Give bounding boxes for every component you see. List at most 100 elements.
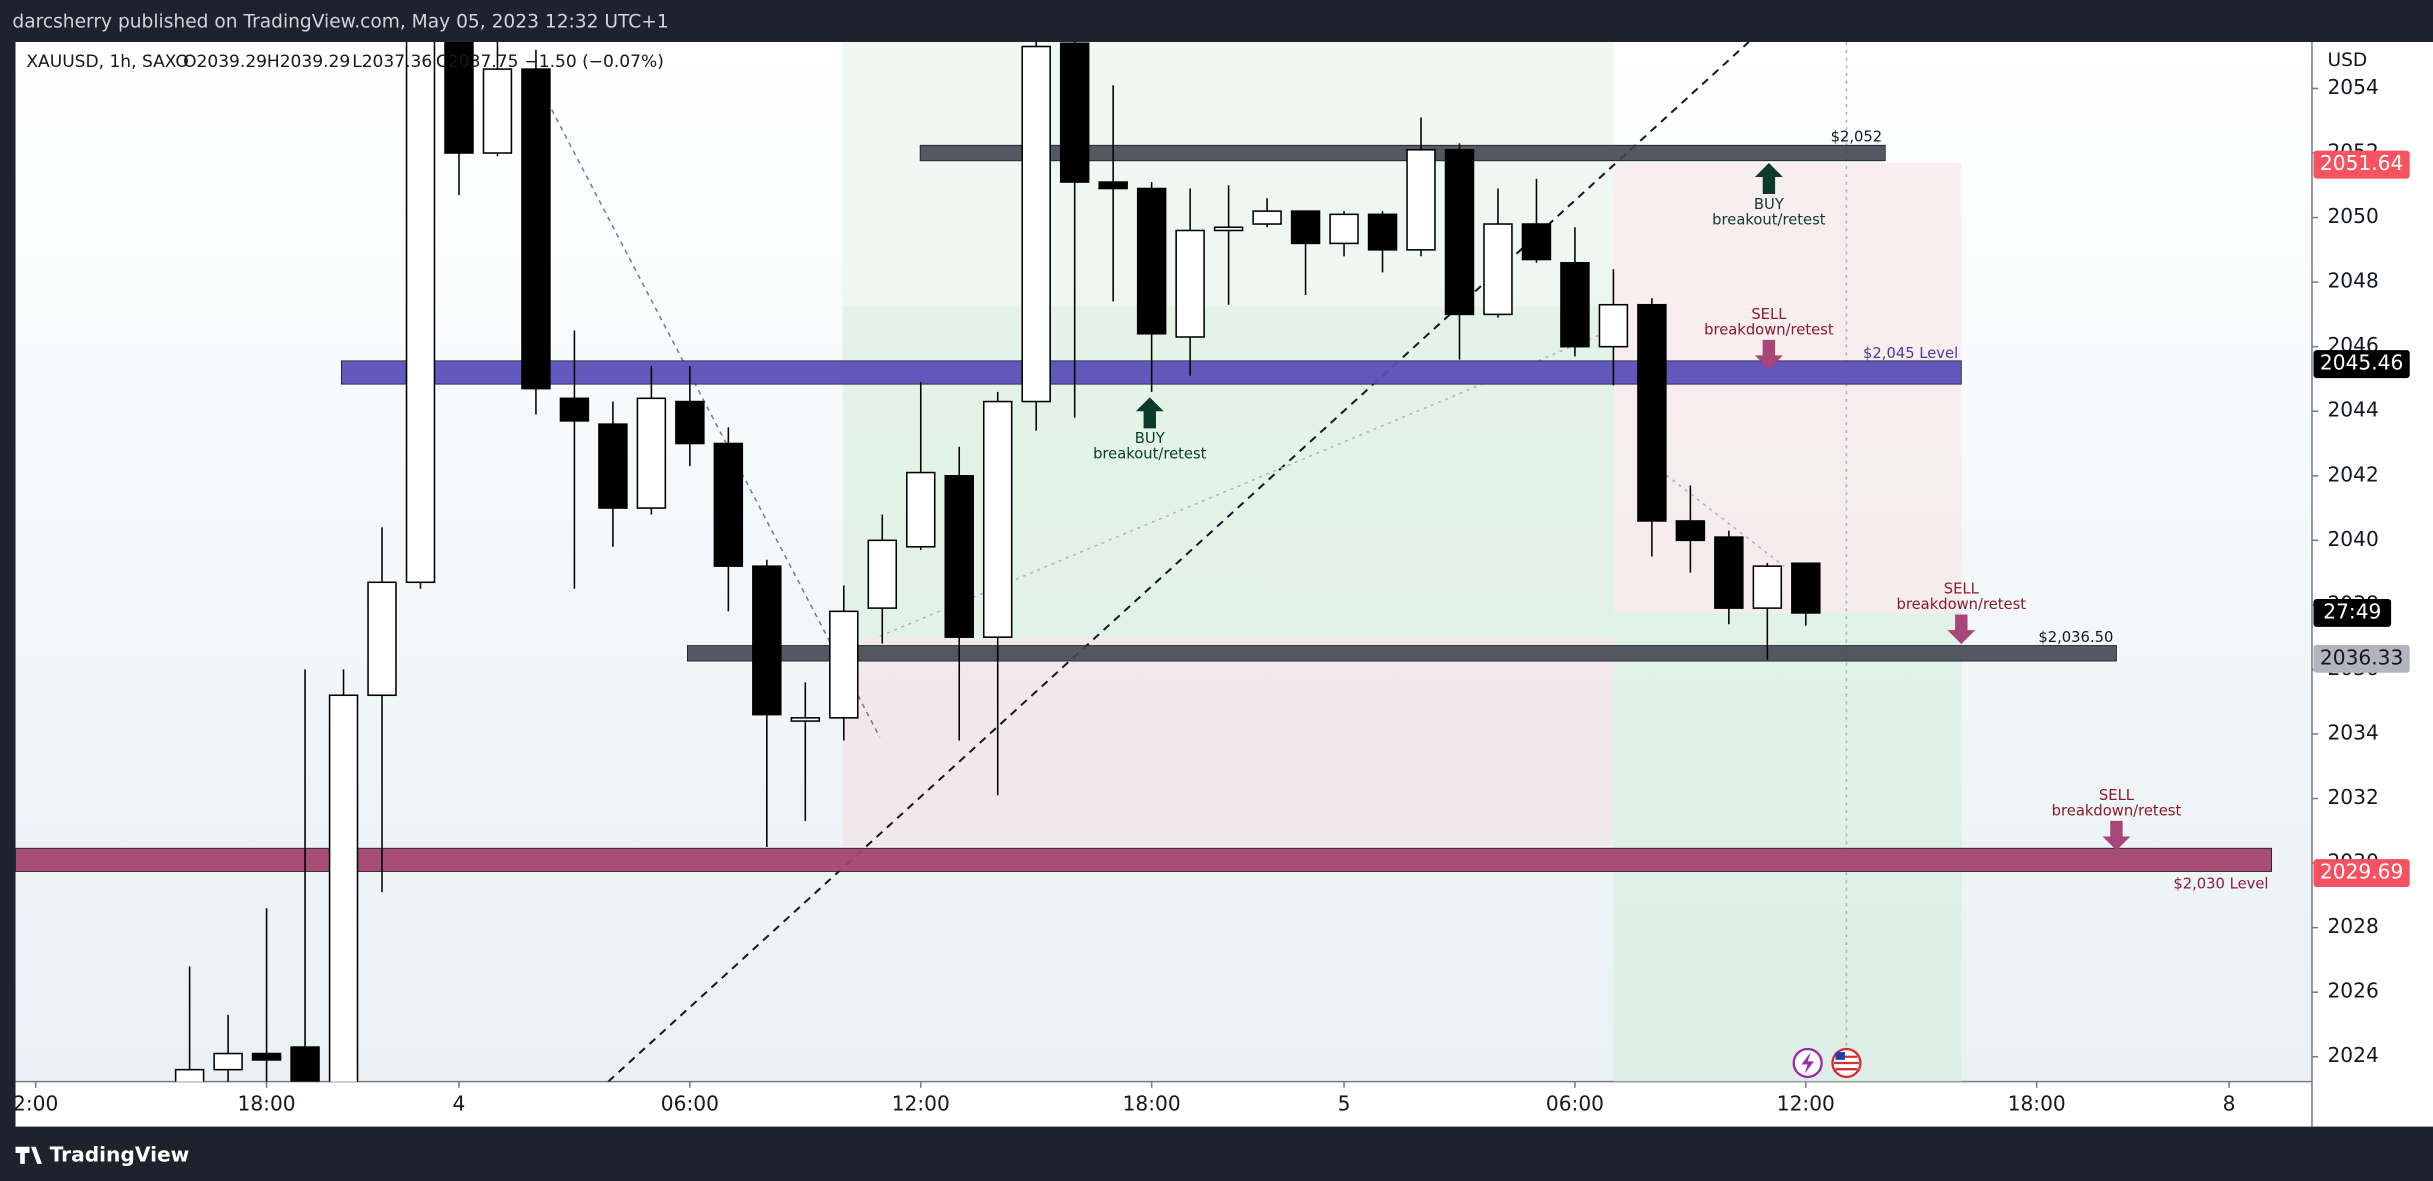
x-axis-background [15,1081,2312,1127]
y-tick-label: 2048 [2327,269,2378,293]
annotation-arrow [1754,339,1783,370]
trend-line [542,92,881,738]
y-tick-label: 2042 [2327,462,2378,486]
position-profit-zone [1613,612,1962,1082]
annotation-arrow [2102,820,2131,851]
footer-brand[interactable]: TradingView [50,1143,190,1167]
candle-body [1714,536,1744,609]
candle-body [367,581,397,697]
x-tick-label: 8 [2223,1091,2236,1115]
event-icon-glyph [1801,1052,1814,1074]
y-tick-label: 2040 [2327,527,2378,551]
level-label: $2,030 Level [2173,876,2268,893]
countdown: 27:49 [2323,599,2381,623]
candle-body [1675,520,1706,542]
y-tick-label: 2026 [2327,979,2378,1003]
level-label: $2,045 Level [1863,345,1958,362]
candle-body [982,400,1013,638]
candle-body [1791,562,1821,614]
candle-body [636,397,667,509]
candle-body [1098,181,1128,190]
candle-body [328,694,359,1082]
legend: XAUUSD, 1h, SAXO O2039.29 H2039.29 L2037… [26,52,663,72]
candle-body [675,400,705,445]
candle-body [1213,226,1244,232]
y-tick-label: 2054 [2327,75,2378,99]
level-label: $2,036.50 [2038,629,2113,646]
candle-body [1483,223,1513,316]
x-tick-label: 2:00 [13,1091,58,1115]
candle-body [1560,261,1590,348]
candle-body [1637,303,1667,522]
footer-logo [15,1146,42,1164]
candle-body [867,539,898,609]
price-label: 2029.69 [2320,860,2403,884]
annotation-title: BUY [1135,430,1166,447]
x-tick-label: 12:00 [1777,1091,1835,1115]
x-tick-label: 18:00 [2008,1091,2066,1115]
level-label: $2,052 [1831,129,1883,146]
annotation-subtitle: breakdown/retest [1704,322,1834,339]
currency-label: USD [2327,50,2367,71]
level-band [919,144,1886,162]
y-tick-label: 2044 [2327,398,2378,422]
position-loss-zone [1613,163,1962,613]
price-label: 2036.33 [2320,645,2403,669]
candle-body [944,475,974,638]
candle-body [1059,42,1090,183]
y-tick-label: 2032 [2327,785,2378,809]
price-label-background [2313,150,2410,179]
annotation-subtitle: breakdown/retest [1897,596,2027,613]
y-tick-label: 2028 [2327,914,2378,938]
candle-body [213,1052,243,1071]
candle-body [1175,229,1205,338]
annotation-arrow [1135,397,1164,429]
candle-body [752,565,782,716]
publisher-header: darcsherry published on TradingView.com,… [12,11,668,32]
legend-high: H2039.29 [267,52,350,72]
annotation-subtitle: breakdown/retest [2052,803,2182,820]
candle-body [1136,187,1167,335]
candle-body [1521,223,1552,261]
position-loss-zone [842,637,1614,846]
legend-open: O2039.29 [183,52,267,72]
legend-change: −1.50 (−0.07%) [524,52,663,72]
annotation-arrow [1947,614,1976,645]
candle-body [1252,210,1282,225]
candle-body [1444,149,1475,316]
candle-body [829,610,859,719]
price-label: 2045.46 [2320,351,2403,375]
candles [174,41,1821,1082]
annotation-subtitle: breakout/retest [1712,211,1826,228]
candle-body [444,41,474,154]
candle-body [1290,210,1321,245]
x-tick-label: 06:00 [661,1091,719,1115]
candle-body [405,41,436,584]
candle-body [1367,213,1398,251]
candle-body [174,1068,205,1082]
candle-body [790,717,821,722]
x-tick-label: 12:00 [892,1091,950,1115]
candle-body [1406,149,1436,251]
candle-body [906,471,936,548]
trend-line [607,41,1750,1082]
candle-body [713,442,744,567]
level-band [15,847,2273,872]
candle-body [1752,565,1783,609]
price-label-background [2313,350,2410,379]
legend-symbol: XAUUSD, 1h, SAXO [26,52,188,72]
annotation-title: SELL [1751,306,1787,323]
y-tick-label: 2024 [2327,1043,2378,1067]
plot-area [15,41,2273,1082]
annotation-title: SELL [1944,581,1980,598]
x-tick-label: 18:00 [238,1091,296,1115]
annotation-arrow [1754,163,1783,195]
candle-body [482,68,513,154]
legend-close: C2037.75 [436,52,518,72]
countdown-background [2313,598,2392,627]
